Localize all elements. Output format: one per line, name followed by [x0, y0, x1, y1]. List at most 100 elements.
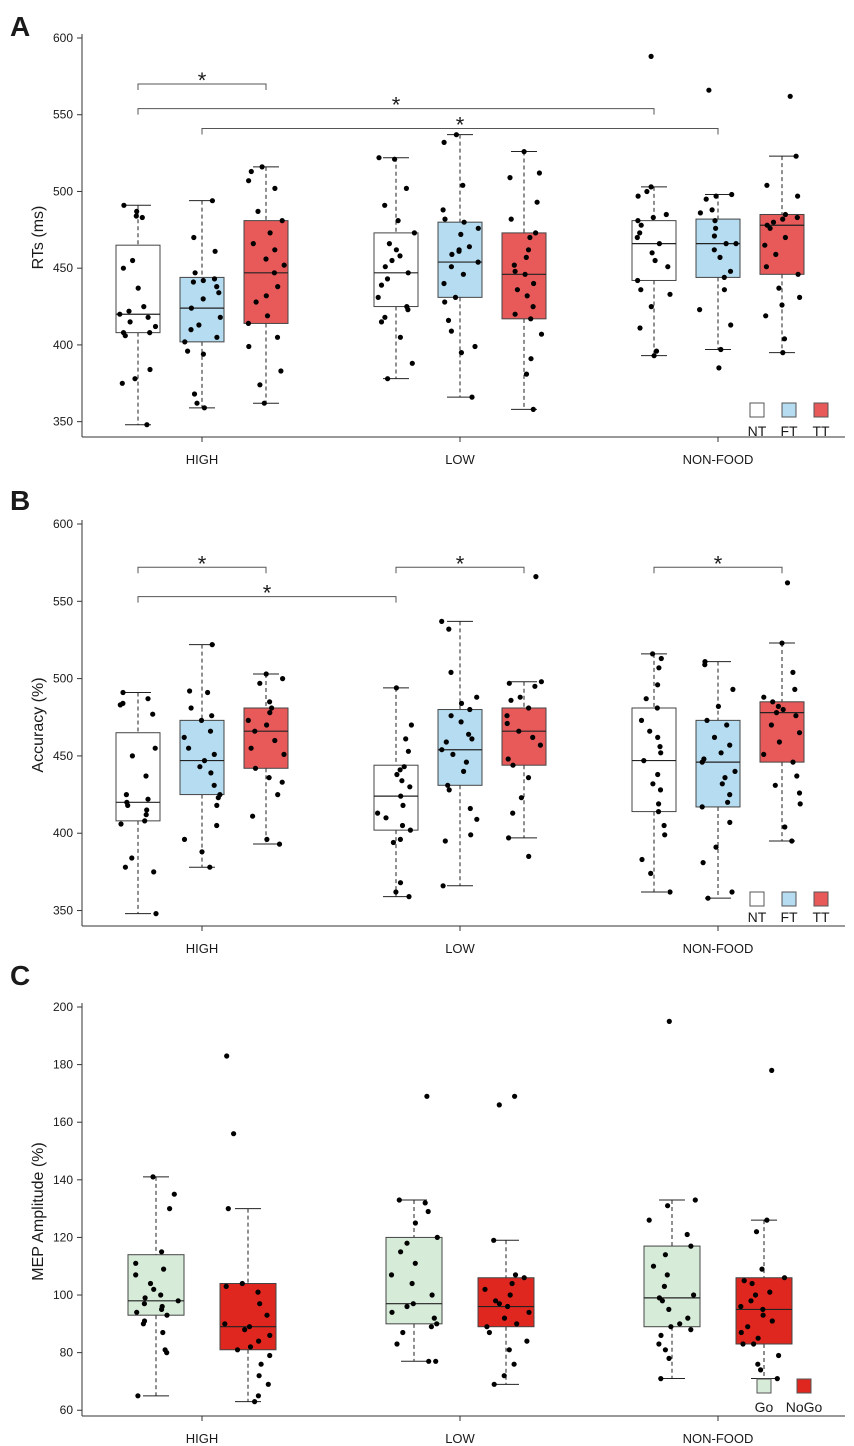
data-point: [779, 302, 785, 308]
data-point: [191, 391, 198, 397]
data-point: [656, 1295, 663, 1301]
data-point: [196, 322, 202, 328]
data-point: [275, 792, 281, 798]
data-point: [198, 717, 205, 724]
data-point: [644, 188, 650, 195]
data-point: [794, 214, 800, 221]
bracket-line: [137, 566, 267, 574]
data-point: [684, 1231, 690, 1238]
y-tick-label: 60: [60, 1403, 74, 1417]
data-point: [394, 1341, 400, 1347]
data-point: [401, 764, 407, 770]
significance-star: *: [714, 551, 723, 576]
data-point: [408, 722, 414, 728]
data-point: [759, 1266, 765, 1272]
data-point: [725, 799, 731, 805]
data-point: [151, 869, 157, 875]
data-point: [641, 758, 647, 764]
box-non-food-ft: [695, 659, 741, 901]
data-point: [181, 836, 188, 843]
data-point: [740, 1341, 746, 1347]
data-point: [662, 832, 668, 838]
data-point: [653, 348, 660, 354]
data-point: [247, 1344, 254, 1350]
data-point: [528, 356, 534, 362]
iqr-box: [243, 220, 289, 324]
data-point: [782, 234, 789, 241]
data-point: [407, 784, 413, 790]
data-point: [784, 580, 791, 586]
data-point: [711, 734, 718, 741]
data-point: [514, 287, 521, 293]
data-point: [159, 1303, 165, 1310]
data-point: [205, 689, 211, 696]
data-point: [504, 713, 510, 719]
data-point: [279, 779, 285, 785]
data-point: [194, 400, 200, 406]
data-point: [272, 247, 278, 253]
data-point: [272, 737, 278, 744]
data-point: [385, 376, 391, 382]
data-point: [126, 308, 132, 314]
data-point: [655, 682, 661, 688]
data-point: [248, 168, 254, 175]
data-point: [252, 1399, 258, 1405]
data-point: [261, 400, 267, 406]
legend-label-tt: TT: [812, 909, 830, 925]
data-point: [442, 838, 448, 844]
y-tick-label: 600: [53, 517, 73, 531]
data-point: [263, 293, 269, 299]
data-point: [246, 178, 252, 184]
significance-star: *: [456, 551, 465, 576]
bracket-line: [395, 566, 525, 574]
data-point: [147, 1280, 154, 1287]
data-point: [376, 155, 382, 161]
data-point: [667, 291, 673, 297]
data-point: [650, 214, 656, 221]
box-non-food-tt: [759, 580, 805, 844]
significance-bracket: *: [137, 551, 267, 576]
data-point: [776, 739, 783, 745]
significance-bracket: *: [201, 113, 719, 138]
iqr-box: [759, 701, 805, 763]
data-point: [506, 1347, 512, 1353]
x-category-label: LOW: [445, 452, 475, 467]
data-point: [724, 722, 730, 728]
data-point: [214, 334, 220, 340]
data-point: [152, 323, 159, 330]
data-point: [133, 1260, 139, 1266]
data-point: [507, 175, 513, 181]
data-point: [257, 680, 263, 686]
data-point: [762, 242, 768, 248]
data-point: [424, 1093, 430, 1099]
iqr-box: [179, 719, 225, 796]
data-point: [701, 756, 707, 762]
data-point: [648, 304, 654, 310]
data-point: [723, 241, 729, 247]
data-point: [732, 768, 738, 775]
data-point: [719, 781, 725, 787]
data-point: [375, 810, 381, 816]
data-point: [794, 773, 800, 779]
legend-label-tt: TT: [812, 423, 830, 439]
data-point: [511, 1093, 518, 1099]
bracket-line: [201, 128, 719, 135]
data-point: [134, 1309, 140, 1315]
significance-star: *: [198, 551, 207, 576]
data-point: [796, 730, 803, 736]
data-point: [446, 787, 452, 793]
box-non-food-ft: [695, 87, 741, 371]
data-point: [768, 722, 775, 728]
data-point: [257, 382, 263, 388]
data-point: [442, 216, 448, 222]
significance-star: *: [392, 93, 401, 118]
data-point: [448, 264, 454, 270]
data-point: [666, 1355, 672, 1361]
box-non-food-go: [643, 1018, 701, 1382]
chart-panel-c: C 60 80 100 120 140 160 180 200 MEP Amplitude (%)…: [10, 960, 845, 1446]
data-point: [448, 713, 454, 719]
data-point: [655, 771, 661, 778]
data-point: [245, 320, 251, 326]
data-point: [441, 139, 447, 145]
data-point: [472, 343, 478, 350]
